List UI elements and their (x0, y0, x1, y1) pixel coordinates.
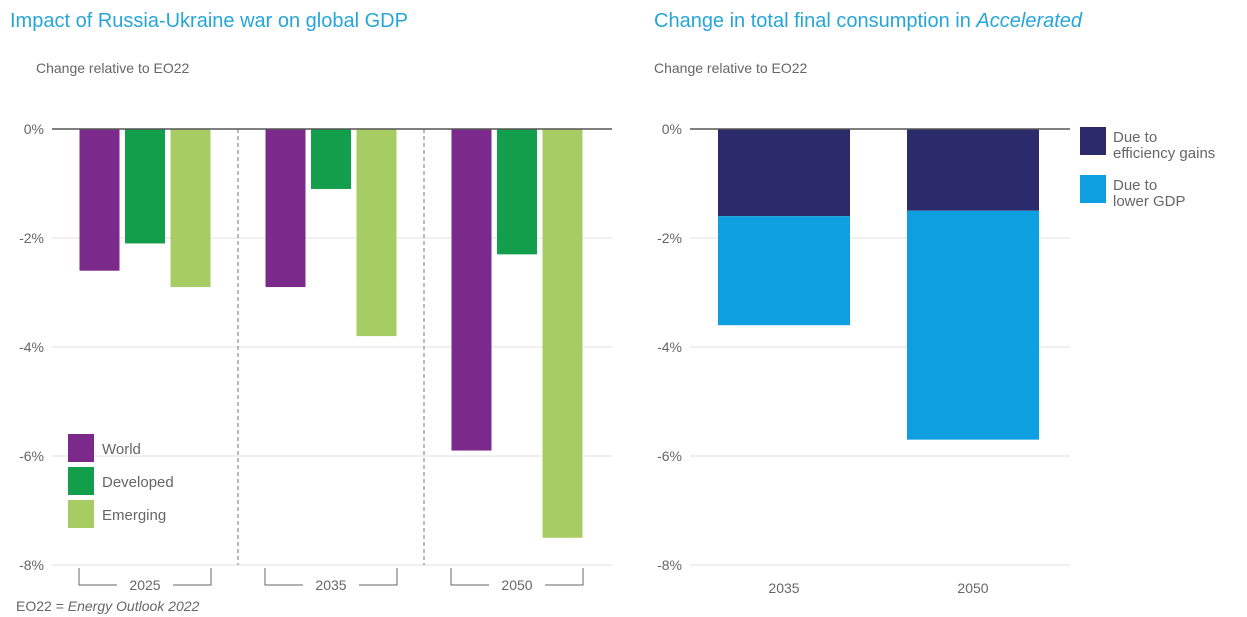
bar-due-to-lower-gdp-2035 (718, 216, 850, 326)
legend-swatch-developed (68, 467, 94, 495)
y-tick-label: 0% (24, 121, 44, 137)
right-title-prefix: Change in total final consumption in (654, 10, 977, 32)
bar-due-to-lower-gdp-2050 (907, 210, 1039, 440)
left-chart: 0% -2% -4% -6% -8% 2025 2035 2050 World Developed… (19, 121, 612, 593)
legend-label-developed: Developed (102, 474, 174, 491)
y-tick-label: -4% (19, 339, 44, 355)
legend-label-due-to-lower-gdp: Due to lower GDP (1113, 177, 1186, 210)
y-tick-label: 0% (662, 121, 682, 137)
bar-due-to-efficiency-gains-2050 (907, 129, 1039, 211)
x-tick-label: 2050 (957, 580, 988, 596)
legend-label-due-to-efficiency-gains: Due to efficiency gains (1113, 129, 1215, 162)
bar-emerging-2035 (356, 129, 397, 337)
bar-world-2050 (451, 129, 492, 451)
category-bracket (264, 568, 398, 586)
bar-developed-2050 (497, 129, 537, 255)
legend-label-emerging: Emerging (102, 507, 166, 524)
y-tick-label: -2% (657, 230, 682, 246)
y-tick-label: -6% (657, 448, 682, 464)
footnote-emphasis: Energy Outlook 2022 (67, 598, 200, 614)
bar-world-2035 (265, 129, 306, 288)
x-tick-label: 2035 (315, 577, 346, 593)
legend-swatch-due-to-efficiency-gains (1080, 127, 1106, 155)
y-tick-label: -6% (19, 448, 44, 464)
right-chart-subtitle: Change relative to EO22 (654, 60, 808, 76)
legend-swatch-world (68, 434, 94, 462)
footnote-prefix: EO22 = (16, 598, 68, 614)
category-bracket (450, 568, 584, 586)
y-tick-label: -8% (657, 557, 682, 573)
bar-world-2025 (79, 129, 120, 271)
right-title-emphasis: Accelerated (976, 10, 1083, 32)
x-tick-label: 2025 (129, 577, 160, 593)
bar-developed-2025 (125, 129, 165, 244)
x-tick-label: 2050 (501, 577, 532, 593)
legend-swatch-emerging (68, 500, 94, 528)
y-tick-label: -8% (19, 557, 44, 573)
footnote: EO22 = Energy Outlook 2022 (16, 598, 199, 614)
bar-emerging-2050 (542, 129, 583, 538)
x-tick-label: 2035 (768, 580, 799, 596)
right-chart: 0% -2% -4% -6% -8% 2035 2050 Due to efficiency g… (657, 121, 1215, 596)
y-tick-label: -2% (19, 230, 44, 246)
category-bracket (78, 568, 212, 586)
legend-label-world: World (102, 441, 141, 458)
left-chart-title: Impact of Russia-Ukraine war on global G… (10, 10, 408, 32)
left-chart-subtitle: Change relative to EO22 (36, 60, 190, 76)
bar-emerging-2025 (170, 129, 211, 288)
bar-due-to-efficiency-gains-2035 (718, 129, 850, 217)
y-tick-label: -4% (657, 339, 682, 355)
legend-swatch-due-to-lower-gdp (1080, 175, 1106, 203)
bar-developed-2035 (311, 129, 351, 189)
right-chart-title: Change in total final consumption in Acc… (654, 10, 1082, 33)
